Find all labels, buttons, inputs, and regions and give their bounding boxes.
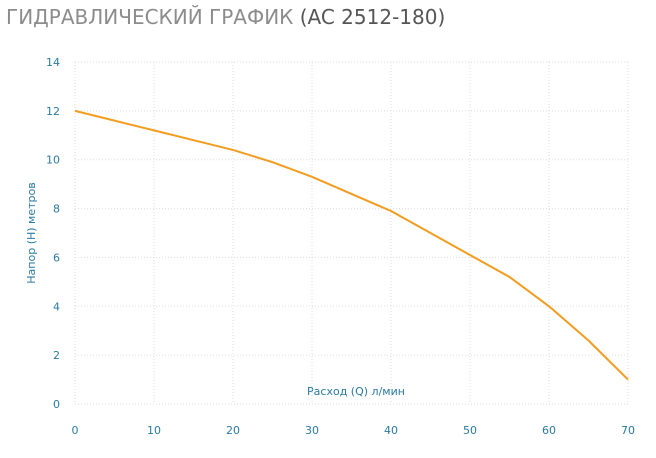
x-axis-label: Расход (Q) л/мин [307, 385, 405, 398]
chart-title: ГИДРАВЛИЧЕСКИЙ ГРАФИК (AC 2512-180) [6, 5, 445, 29]
y-axis-label: Напор (H) метров [25, 182, 38, 283]
x-tick-label: 0 [72, 424, 79, 437]
x-tick-label: 60 [542, 424, 556, 437]
y-tick-label: 6 [53, 251, 60, 264]
title-text: ГИДРАВЛИЧЕСКИЙ ГРАФИК [6, 5, 293, 29]
y-tick-label: 12 [46, 105, 60, 118]
x-tick-label: 50 [463, 424, 477, 437]
y-tick-label: 2 [53, 349, 60, 362]
data-line [74, 109, 629, 381]
x-tick-label: 10 [147, 424, 161, 437]
x-tick-label: 70 [621, 424, 635, 437]
x-tick-label: 20 [226, 424, 240, 437]
x-tick-label: 30 [305, 424, 319, 437]
x-tick-label: 40 [384, 424, 398, 437]
y-tick-label: 8 [53, 203, 60, 216]
y-tick-label: 10 [46, 154, 60, 167]
y-tick-label: 4 [53, 300, 60, 313]
y-tick-label: 14 [46, 56, 60, 69]
y-tick-label: 0 [53, 398, 60, 411]
subtitle: (AC 2512-180) [300, 5, 446, 29]
